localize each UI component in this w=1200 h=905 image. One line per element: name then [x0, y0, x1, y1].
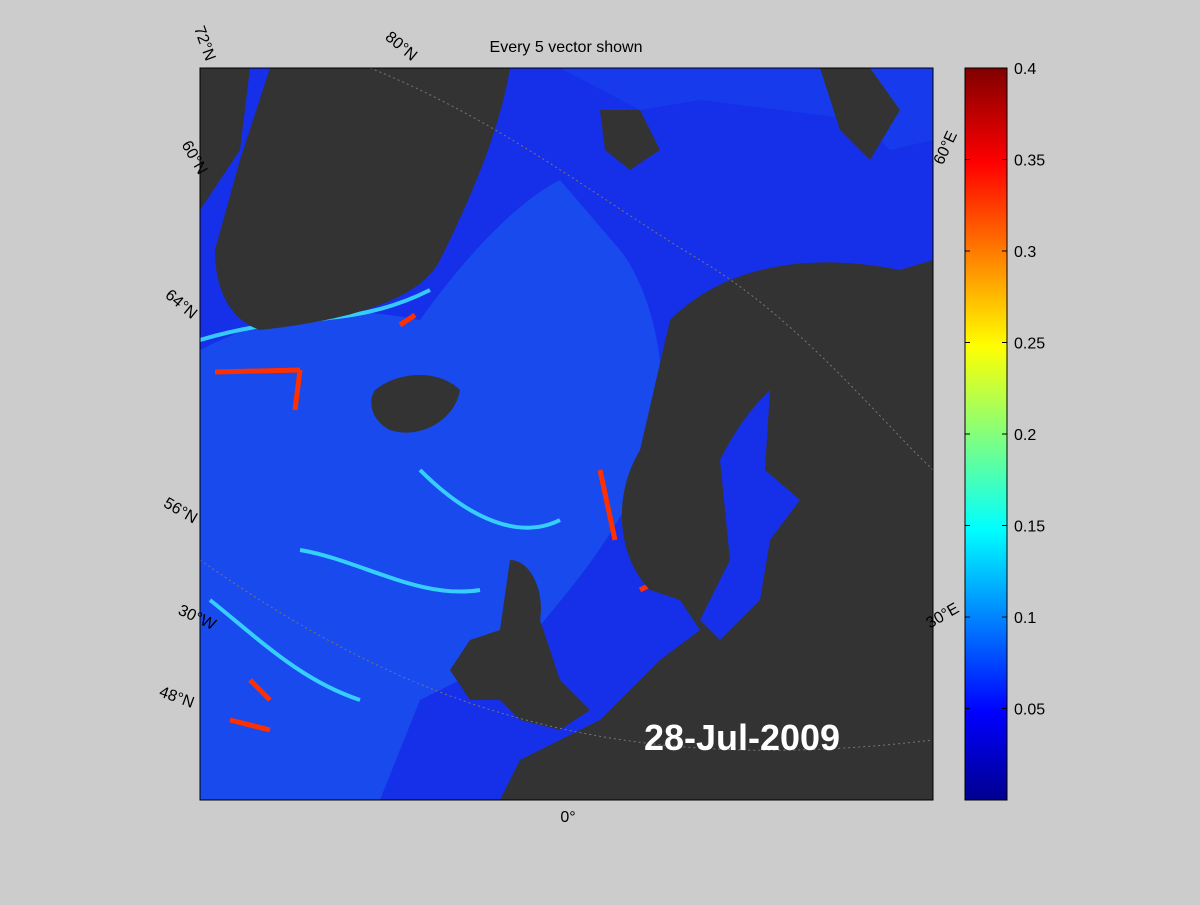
baltic-sea [700, 390, 800, 640]
graticule [200, 559, 933, 751]
colorbar-tick-label: 0.3 [1014, 244, 1036, 261]
graticule-label: 0° [560, 809, 575, 826]
colorbar-tick-label: 0.35 [1014, 153, 1045, 170]
british-isles [450, 560, 590, 730]
colorbar-tick-label: 0.05 [1014, 702, 1045, 719]
iceland [371, 375, 460, 433]
map-title: Every 5 vector shown [490, 39, 643, 56]
fast-current [214, 312, 662, 733]
date-label: 28-Jul-2009 [644, 717, 840, 758]
greenland [215, 68, 510, 330]
colorbar-tick-label: 0.2 [1014, 427, 1036, 444]
map [200, 68, 933, 800]
current-field [200, 180, 662, 800]
graticule [369, 68, 933, 471]
land [200, 68, 250, 210]
novaya-zemlya [820, 68, 900, 160]
colorbar [964, 67, 1008, 801]
scandinavia-europe [500, 260, 933, 800]
colorbar-tick-label: 0.4 [1014, 61, 1036, 78]
colorbar-tick-label: 0.15 [1014, 519, 1045, 536]
map-frame [199, 67, 934, 801]
colorbar-ticks: 0.05 0.1 0.15 0.2 0.25 0.3 0.35 0.4 [965, 61, 1045, 719]
colorbar-tick-label: 0.1 [1014, 610, 1036, 627]
colorbar-tick-label: 0.25 [1014, 336, 1045, 353]
svalbard [600, 110, 660, 170]
